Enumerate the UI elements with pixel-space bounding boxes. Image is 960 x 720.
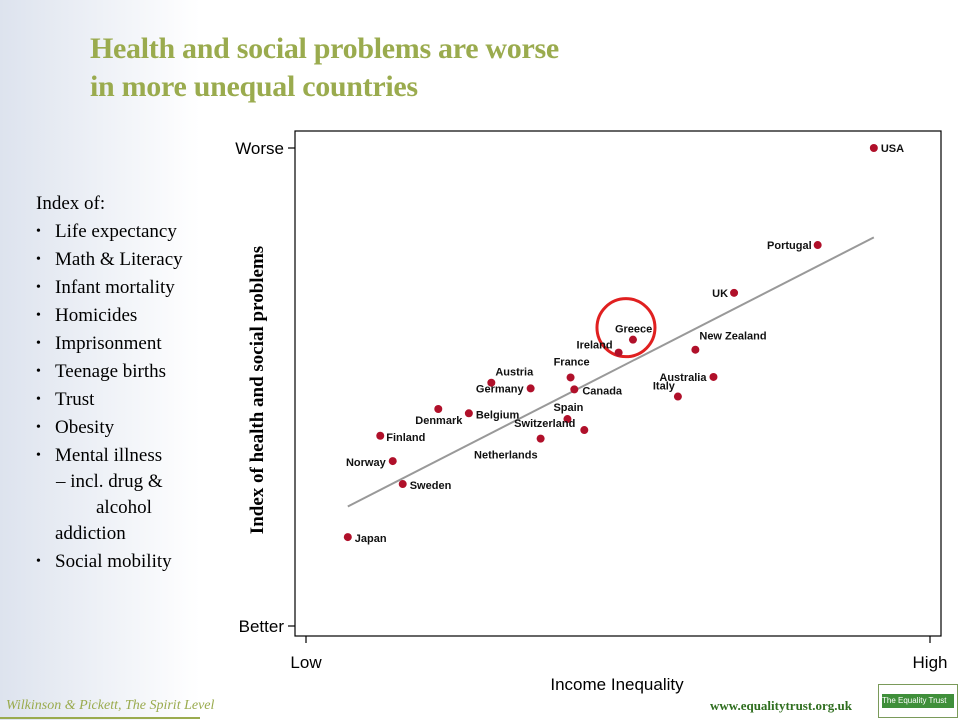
slide-title: Health and social problems are worse in … xyxy=(90,30,559,106)
point-usa xyxy=(869,144,878,152)
point-label-sweden: Sweden xyxy=(410,480,452,492)
point-switzerland xyxy=(580,426,589,435)
x-tick-label-high: High xyxy=(913,653,948,672)
point-australia xyxy=(709,372,718,381)
point-new-zealand xyxy=(691,345,700,354)
trend-line xyxy=(347,236,875,508)
point-label-greece: Greece xyxy=(615,324,652,336)
index-item-math-literacy: Math & Literacy xyxy=(36,248,183,276)
mental-illness-sub-line-1: – incl. drug & xyxy=(56,471,163,492)
point-label-austria: Austria xyxy=(495,367,534,379)
data-points: USA Portugal UK Greece New Zealand Ireland Fra… xyxy=(343,143,904,545)
point-japan xyxy=(343,533,352,542)
point-norway xyxy=(388,457,397,466)
mental-illness-sub-line-3: addiction xyxy=(55,523,126,544)
y-tick-label-better: Better xyxy=(239,617,285,636)
point-netherlands xyxy=(536,434,545,443)
point-label-belgium: Belgium xyxy=(476,409,520,421)
point-uk xyxy=(730,288,739,297)
credit-underline xyxy=(0,717,200,719)
index-items-last: Social mobility xyxy=(36,550,183,578)
point-label-finland: Finland xyxy=(386,432,425,444)
point-spain xyxy=(563,415,572,424)
point-label-uk: UK xyxy=(712,288,728,300)
point-label-australia: Australia xyxy=(659,372,707,384)
index-item-imprisonment: Imprisonment xyxy=(36,332,183,360)
index-item-mental-illness: Mental illness xyxy=(36,444,183,470)
point-label-denmark: Denmark xyxy=(415,415,463,427)
equality-trust-logo: The Equality Trust xyxy=(878,684,958,718)
index-header: Index of: xyxy=(36,193,106,214)
point-label-japan: Japan xyxy=(355,533,387,545)
point-greece xyxy=(628,335,637,344)
index-items: Life expectancy Math & Literacy Infant m… xyxy=(36,220,183,470)
index-item-life-expectancy: Life expectancy xyxy=(36,220,183,248)
point-ireland xyxy=(614,348,623,357)
point-belgium xyxy=(464,409,473,418)
point-finland xyxy=(376,431,385,440)
index-list: Index of: Life expectancy Math & Literac… xyxy=(36,192,183,578)
mental-illness-sub-line-2: alcohol xyxy=(96,497,152,518)
point-sweden xyxy=(398,480,407,489)
point-label-spain: Spain xyxy=(553,402,583,414)
website-link[interactable]: www.equalitytrust.org.uk xyxy=(710,698,852,713)
x-axis-label: Income Inequality xyxy=(550,675,684,694)
point-label-usa: USA xyxy=(881,143,904,155)
point-label-france: France xyxy=(554,356,590,368)
point-portugal xyxy=(813,241,822,250)
logo-band: The Equality Trust xyxy=(882,694,954,708)
slide-title-line-1: Health and social problems are worse xyxy=(90,32,559,65)
index-item-teenage-births: Teenage births xyxy=(36,360,183,388)
point-label-ireland: Ireland xyxy=(577,340,613,352)
point-label-germany: Germany xyxy=(476,383,525,395)
point-label-canada: Canada xyxy=(582,385,623,397)
point-germany xyxy=(526,384,535,393)
point-italy xyxy=(673,392,682,401)
point-label-portugal: Portugal xyxy=(767,240,812,252)
point-france xyxy=(566,373,575,382)
slide-title-line-2: in more unequal countries xyxy=(90,70,418,103)
point-canada xyxy=(570,385,579,394)
index-item-trust: Trust xyxy=(36,388,183,416)
source-credit: Wilkinson & Pickett, The Spirit Level xyxy=(6,698,215,713)
point-label-switzerland: Switzerland xyxy=(514,418,575,430)
x-tick-label-low: Low xyxy=(290,653,322,672)
point-label-italy: Italy xyxy=(653,381,676,393)
index-item-infant-mortality: Infant mortality xyxy=(36,276,183,304)
point-label-new-zealand: New Zealand xyxy=(699,331,766,343)
point-austria xyxy=(487,378,496,387)
index-item-obesity: Obesity xyxy=(36,416,183,444)
axes: Low High Worse Better xyxy=(235,139,947,672)
highlight-ring xyxy=(595,297,657,359)
y-tick-label-worse: Worse xyxy=(235,139,284,158)
point-label-netherlands: Netherlands xyxy=(474,450,538,462)
plot-frame xyxy=(294,130,942,637)
point-denmark xyxy=(434,404,443,413)
point-label-norway: Norway xyxy=(346,457,387,469)
index-item-social-mobility: Social mobility xyxy=(36,550,183,578)
index-item-homicides: Homicides xyxy=(36,304,183,332)
